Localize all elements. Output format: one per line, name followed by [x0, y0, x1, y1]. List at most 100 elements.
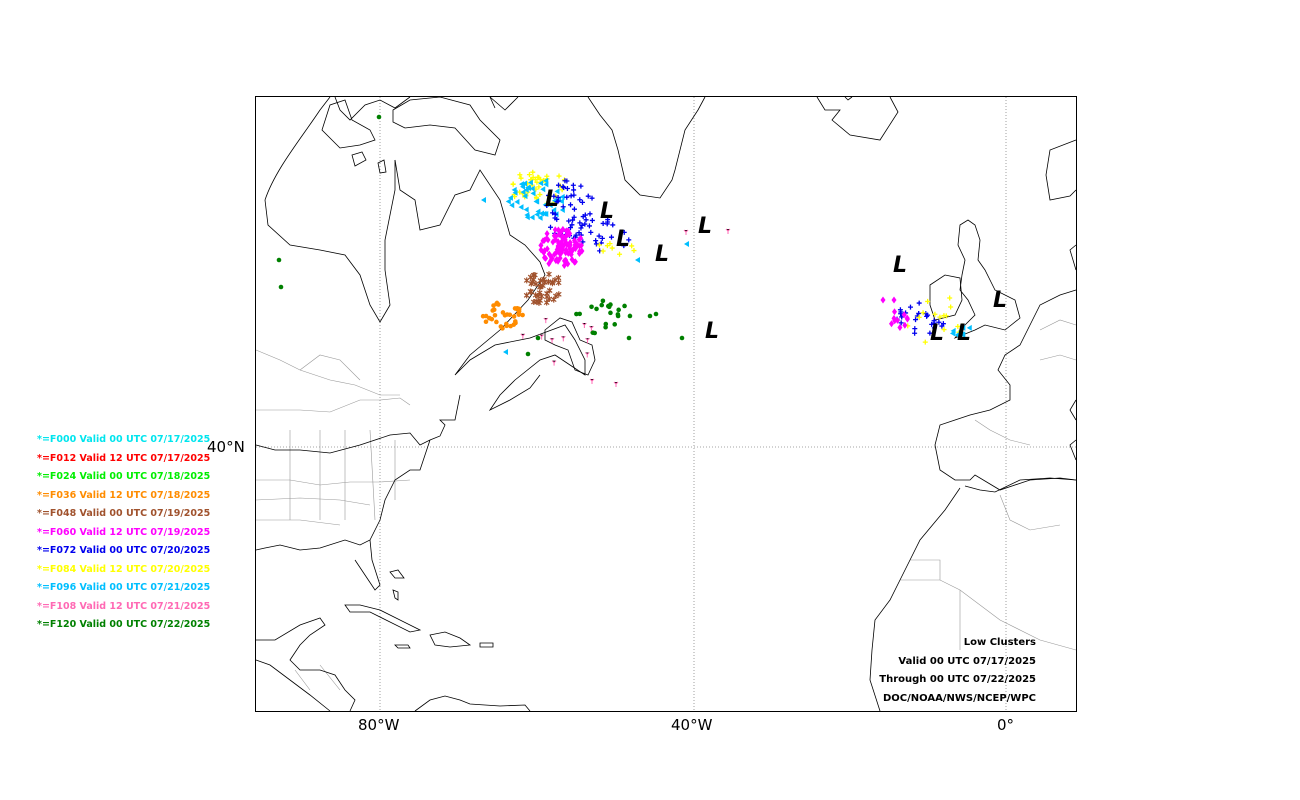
legend-item-f048: *=F048 Valid 00 UTC 07/19/2025 — [37, 508, 211, 519]
cluster-marker — [613, 381, 619, 387]
cluster-marker — [571, 192, 577, 198]
cluster-marker — [559, 206, 565, 213]
cluster-marker — [529, 279, 536, 286]
cluster-marker — [593, 241, 599, 247]
cluster-marker — [579, 199, 585, 205]
cluster-marker — [553, 292, 559, 299]
cluster-marker — [278, 284, 284, 290]
cluster-marker — [580, 214, 586, 220]
coastline — [255, 617, 356, 712]
cluster-marker — [588, 229, 594, 235]
coastline — [255, 394, 461, 591]
lat-label-40n: 40°N — [207, 438, 245, 456]
country-border — [1039, 319, 1077, 361]
cluster-marker — [635, 257, 640, 263]
cluster-marker — [902, 321, 908, 329]
low-center-label: L — [698, 214, 712, 239]
coastline — [816, 96, 899, 141]
cluster-marker — [913, 317, 919, 323]
cluster-marker — [589, 378, 595, 384]
country-border — [910, 559, 961, 650]
cluster-marker — [564, 185, 570, 191]
cluster-marker — [561, 261, 567, 269]
cluster-marker — [529, 185, 535, 192]
cluster-marker — [547, 202, 553, 209]
cluster-marker — [530, 169, 536, 175]
cluster-marker — [571, 206, 577, 212]
cluster-marker — [907, 304, 913, 310]
cluster-marker — [539, 210, 545, 217]
cluster-marker — [725, 228, 731, 234]
low-center-label: L — [957, 321, 971, 346]
cluster-marker — [523, 206, 529, 213]
cluster-marker — [512, 194, 518, 200]
cluster-marker — [604, 243, 610, 249]
cluster-marker — [616, 307, 621, 313]
coastlines — [255, 96, 1077, 712]
cluster-marker — [552, 226, 558, 234]
cluster-marker — [537, 297, 543, 304]
cluster-marker — [510, 181, 516, 187]
cluster-marker — [556, 182, 562, 188]
cluster-marker — [950, 327, 956, 334]
cluster-marker — [563, 246, 569, 254]
cluster-marker — [541, 276, 547, 283]
cluster-marker — [543, 317, 549, 324]
cluster-marker — [585, 337, 590, 344]
cluster-marker — [494, 301, 499, 307]
cluster-marker — [626, 237, 632, 243]
cluster-marker — [505, 198, 511, 205]
low-cluster-markers — [276, 114, 972, 387]
cluster-marker — [516, 312, 522, 317]
cluster-marker — [561, 184, 567, 190]
low-center-label: L — [600, 199, 614, 224]
cluster-marker — [955, 324, 961, 330]
coastline — [869, 477, 1077, 712]
cluster-marker — [617, 251, 623, 257]
cluster-marker — [586, 223, 592, 229]
cluster-marker — [539, 282, 546, 289]
graticule — [256, 97, 1076, 711]
political-borders — [255, 319, 1077, 691]
cluster-marker — [544, 173, 550, 179]
coastline — [489, 96, 496, 109]
cluster-marker — [621, 229, 627, 235]
cluster-marker — [568, 193, 574, 199]
lon-label-0: 0° — [997, 716, 1015, 734]
coastline — [1069, 399, 1077, 461]
cluster-marker — [608, 302, 613, 307]
coastline — [953, 219, 1021, 339]
coastline — [264, 96, 586, 412]
cluster-marker — [558, 198, 564, 205]
cluster-marker — [589, 325, 594, 332]
cluster-marker — [550, 210, 556, 216]
cluster-marker — [556, 173, 562, 179]
low-center-label: L — [993, 288, 1007, 313]
cluster-marker — [587, 211, 593, 217]
cluster-marker — [578, 225, 584, 231]
cluster-marker — [679, 335, 685, 341]
cluster-marker — [941, 327, 947, 333]
cluster-marker — [538, 241, 544, 249]
cluster-marker — [596, 233, 602, 239]
cluster-marker — [514, 198, 520, 205]
cluster-marker — [494, 319, 499, 325]
cluster-marker — [912, 326, 918, 332]
cluster-marker — [571, 214, 577, 220]
cluster-marker — [561, 242, 567, 250]
cluster-marker — [554, 188, 560, 195]
country-border — [256, 479, 411, 486]
coastline — [844, 96, 853, 101]
cluster-marker — [555, 194, 561, 200]
country-border — [255, 349, 400, 396]
cluster-marker — [684, 241, 689, 247]
cluster-marker — [571, 187, 577, 193]
cluster-marker — [558, 228, 564, 236]
cluster-marker — [958, 328, 964, 335]
cluster-marker — [533, 194, 539, 200]
cluster-marker — [560, 184, 566, 190]
cluster-marker — [518, 175, 524, 181]
cluster-marker — [548, 224, 554, 230]
cluster-marker — [576, 230, 582, 236]
legend-item-f072: *=F072 Valid 00 UTC 07/20/2025 — [37, 545, 211, 556]
